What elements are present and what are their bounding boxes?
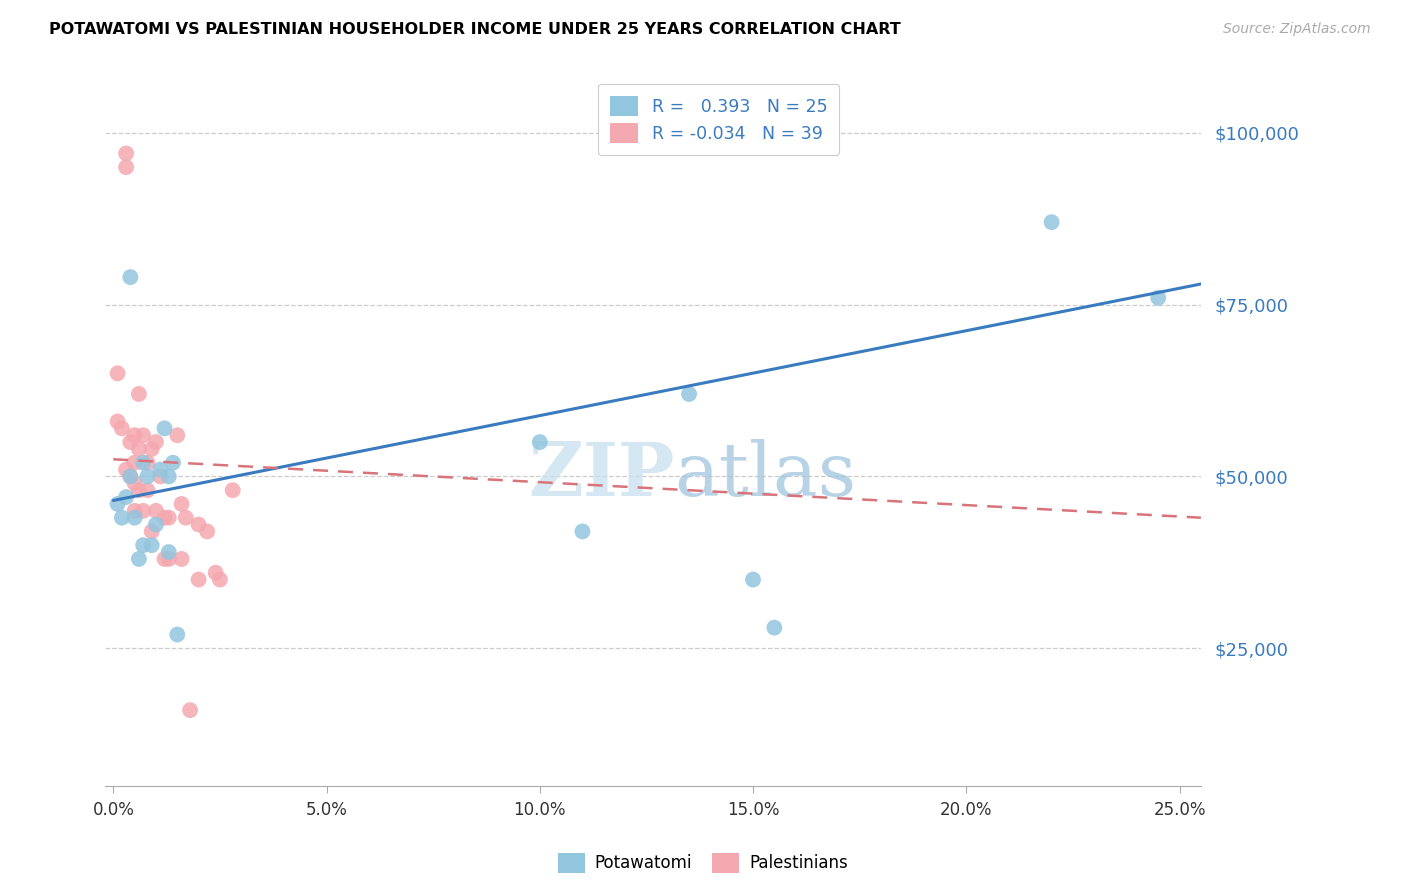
Point: [115, 490, 138, 504]
Point: [166, 428, 188, 442]
Point: [124, 476, 146, 491]
Point: [149, 469, 172, 483]
Point: [157, 469, 180, 483]
Point: [136, 456, 159, 470]
Point: [141, 524, 163, 539]
Point: [170, 497, 193, 511]
Point: [742, 573, 765, 587]
Point: [763, 621, 786, 635]
Point: [162, 456, 184, 470]
Point: [529, 435, 551, 450]
Point: [1040, 215, 1063, 229]
Point: [153, 510, 176, 524]
Point: [571, 524, 593, 539]
Point: [128, 442, 150, 456]
Point: [1147, 291, 1170, 305]
Point: [128, 483, 150, 498]
Point: [115, 146, 138, 161]
Point: [145, 435, 167, 450]
Point: [153, 552, 176, 566]
Point: [166, 627, 188, 641]
Point: [124, 456, 146, 470]
Point: [187, 517, 209, 532]
Point: [153, 421, 176, 435]
Point: [124, 428, 146, 442]
Point: [111, 510, 134, 524]
Point: [678, 387, 700, 401]
Point: [107, 497, 129, 511]
Point: [124, 510, 146, 524]
Point: [170, 552, 193, 566]
Point: [187, 573, 209, 587]
Text: ZIP: ZIP: [529, 439, 675, 512]
Point: [174, 510, 197, 524]
Legend: R =   0.393   N = 25, R = -0.034   N = 39: R = 0.393 N = 25, R = -0.034 N = 39: [598, 84, 839, 155]
Point: [132, 538, 155, 552]
Point: [107, 367, 129, 381]
Point: [157, 510, 180, 524]
Text: Source: ZipAtlas.com: Source: ZipAtlas.com: [1223, 22, 1371, 37]
Point: [136, 483, 159, 498]
Point: [132, 428, 155, 442]
Point: [179, 703, 201, 717]
Point: [195, 524, 218, 539]
Legend: Potawatomi, Palestinians: Potawatomi, Palestinians: [551, 847, 855, 880]
Point: [128, 552, 150, 566]
Point: [204, 566, 226, 580]
Point: [132, 456, 155, 470]
Text: atlas: atlas: [675, 439, 856, 512]
Point: [115, 462, 138, 476]
Point: [128, 387, 150, 401]
Point: [111, 421, 134, 435]
Point: [145, 504, 167, 518]
Text: POTAWATOMI VS PALESTINIAN HOUSEHOLDER INCOME UNDER 25 YEARS CORRELATION CHART: POTAWATOMI VS PALESTINIAN HOUSEHOLDER IN…: [49, 22, 901, 37]
Point: [157, 545, 180, 559]
Point: [115, 160, 138, 174]
Point: [107, 414, 129, 428]
Point: [145, 517, 167, 532]
Point: [136, 469, 159, 483]
Point: [208, 573, 231, 587]
Point: [120, 469, 142, 483]
Point: [120, 435, 142, 450]
Point: [157, 552, 180, 566]
Point: [149, 462, 172, 476]
Point: [141, 442, 163, 456]
Point: [120, 270, 142, 285]
Point: [222, 483, 245, 498]
Point: [120, 469, 142, 483]
Point: [124, 504, 146, 518]
Point: [141, 538, 163, 552]
Point: [132, 504, 155, 518]
